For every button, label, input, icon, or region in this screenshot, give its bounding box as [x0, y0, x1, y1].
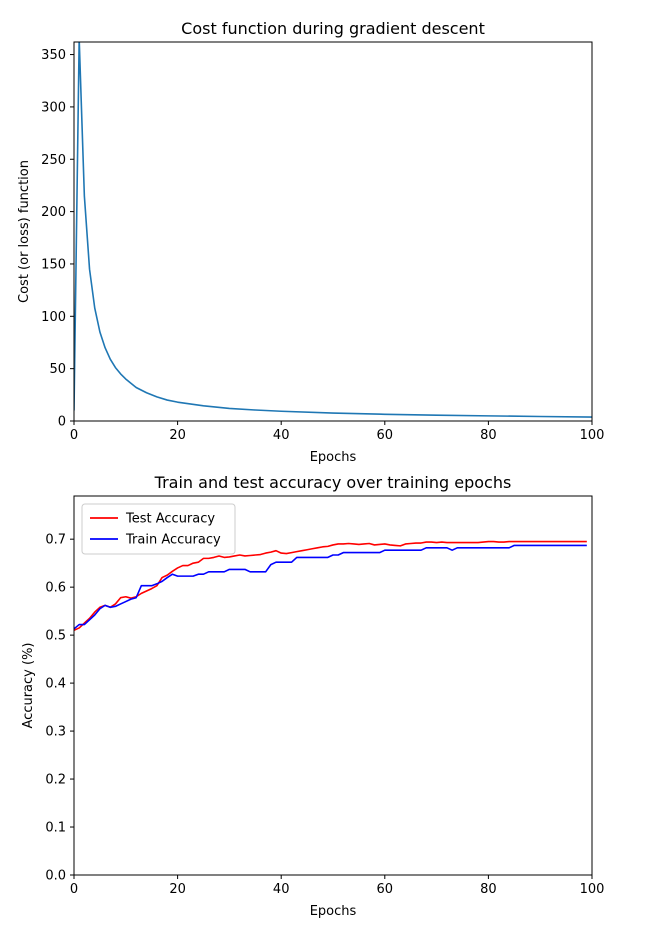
- y-tick-label: 0.3: [45, 725, 66, 740]
- x-tick-label: 20: [169, 428, 186, 443]
- x-tick-label: 100: [580, 882, 605, 897]
- legend-label: Test Accuracy: [125, 512, 215, 527]
- y-tick-label: 0.5: [45, 629, 66, 644]
- plot-frame: [73, 495, 593, 876]
- x-tick-label: 100: [580, 428, 605, 443]
- y-tick-label: 350: [41, 48, 66, 63]
- plot-frame: [73, 41, 593, 422]
- series-line-0: [74, 42, 592, 418]
- x-tick-label: 60: [377, 882, 394, 897]
- accuracy-chart: 0 20 40 60 80 100 0.0 0.1 0.2 0.3 0.4 0.5 0.6 0.7 Trai…: [21, 473, 604, 919]
- y-tick-label: 250: [41, 153, 66, 168]
- y-tick-label: 0.1: [45, 821, 66, 836]
- x-tick-label: 0: [70, 882, 78, 897]
- y-tick-label: 0.2: [45, 773, 66, 788]
- y-tick-label: 50: [49, 362, 66, 377]
- y-tick-label: 200: [41, 205, 66, 220]
- y-tick-label: 0.4: [45, 677, 66, 692]
- legend-box: [81, 503, 236, 555]
- y-tick-label: 150: [41, 257, 66, 272]
- chart-title: Cost function during gradient descent: [181, 19, 485, 38]
- chart-title: Train and test accuracy over training ep…: [154, 473, 512, 492]
- x-tick-label: 20: [169, 882, 186, 897]
- series-line-train-accuracy: [74, 544, 587, 630]
- x-tick-label: 80: [480, 882, 497, 897]
- y-tick-label: 100: [41, 310, 66, 325]
- series-line-test-accuracy: [74, 540, 587, 632]
- legend-label: Train Accuracy: [125, 533, 221, 548]
- x-tick-label: 60: [377, 428, 394, 443]
- x-tick-label: 80: [480, 428, 497, 443]
- y-tick-label: 0.0: [45, 869, 66, 884]
- x-tick-label: 40: [273, 882, 290, 897]
- y-tick-label: 0.6: [45, 581, 66, 596]
- cost-chart: 0 20 40 60 80 100 0 50 100 150 200 250 300 350 Cost fu…: [17, 19, 604, 465]
- y-axis-label: Cost (or loss) function: [17, 160, 32, 303]
- legend: Test Accuracy Train Accuracy: [81, 503, 236, 555]
- x-tick-label: 40: [273, 428, 290, 443]
- x-tick-label: 0: [70, 428, 78, 443]
- y-tick-label: 0: [58, 415, 66, 430]
- x-axis-label: Epochs: [310, 904, 357, 919]
- y-axis-label: Accuracy (%): [21, 643, 36, 729]
- y-tick-label: 0.7: [45, 533, 66, 548]
- x-axis-label: Epochs: [310, 450, 357, 465]
- y-tick-label: 300: [41, 100, 66, 115]
